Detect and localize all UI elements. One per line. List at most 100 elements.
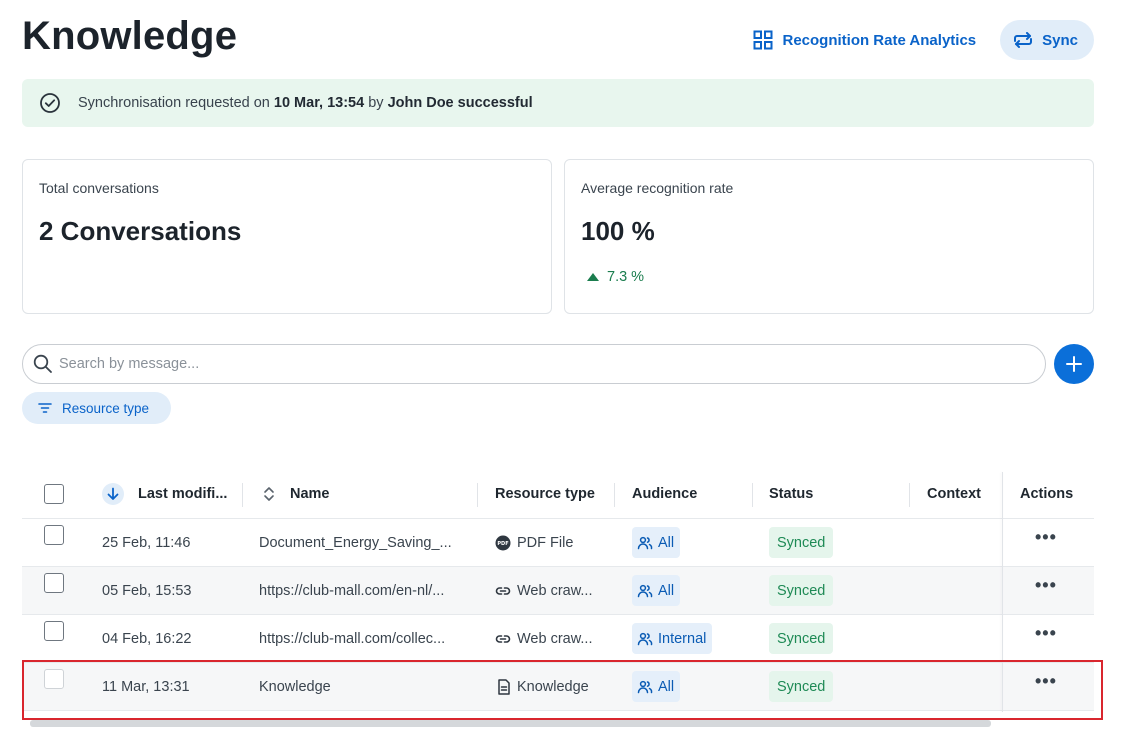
row-checkbox[interactable] — [44, 572, 64, 593]
column-status[interactable]: Status — [769, 486, 814, 502]
status-badge: Synced — [769, 623, 834, 654]
add-resource-button[interactable] — [1054, 344, 1094, 384]
column-divider — [614, 483, 615, 507]
table-row[interactable]: 25 Feb, 11:46 Document_Energy_Saving_...… — [22, 519, 1094, 567]
row-modified: 25 Feb, 11:46 — [102, 534, 191, 551]
stat-value: 2 Conversations — [39, 216, 242, 246]
row-resource-type: Knowledge — [497, 663, 589, 710]
audience-badge: All — [632, 527, 681, 558]
search-box — [22, 344, 1046, 384]
status-badge: Synced — [769, 671, 834, 702]
row-select-cell — [44, 559, 64, 606]
audience-badge: All — [632, 575, 681, 606]
column-audience[interactable]: Audience — [632, 486, 698, 502]
people-icon — [637, 584, 653, 597]
row-select-cell — [44, 607, 64, 654]
row-checkbox[interactable] — [44, 620, 64, 641]
row-status: Synced — [769, 567, 834, 614]
row-checkbox[interactable] — [44, 668, 64, 689]
row-modified: 11 Mar, 13:31 — [102, 678, 190, 695]
plus-icon — [1066, 356, 1082, 372]
table-row[interactable]: 04 Feb, 16:22 https://club-mall.com/coll… — [22, 615, 1094, 663]
people-icon — [637, 536, 653, 549]
banner-prefix: Synchronisation requested on — [78, 95, 274, 111]
row-name[interactable]: Document_Energy_Saving_... — [259, 534, 452, 551]
horizontal-scrollbar[interactable] — [30, 720, 991, 727]
table-header-row: Last modifi... Name Resource type Audien… — [22, 470, 1094, 519]
status-badge: Synced — [769, 527, 834, 558]
column-divider — [477, 483, 478, 507]
row-name[interactable]: Knowledge — [259, 678, 331, 695]
row-audience: All — [632, 663, 681, 710]
trend-indicator: 7.3 % — [587, 269, 1077, 285]
trend-value: 7.3 % — [607, 269, 645, 285]
row-modified: 05 Feb, 15:53 — [102, 582, 192, 599]
more-options-button[interactable]: ••• — [1035, 574, 1057, 595]
resource-type-label: Web craw... — [517, 582, 593, 599]
sync-icon — [1014, 32, 1033, 48]
banner-date: 10 Mar, 13:54 — [273, 95, 365, 111]
total-conversations-card: Total conversations 2 Conversations — [22, 159, 552, 314]
resource-type-filter[interactable]: Resource type — [22, 392, 172, 424]
audience-label: All — [658, 534, 675, 551]
sync-button[interactable]: Sync — [1000, 20, 1094, 60]
status-badge: Synced — [769, 575, 834, 606]
column-divider — [242, 483, 243, 507]
row-actions: ••• — [1035, 657, 1057, 704]
select-all-checkbox[interactable] — [44, 484, 64, 504]
column-last-modified[interactable]: Last modifi... — [102, 470, 242, 518]
column-resource-type[interactable]: Resource type — [495, 486, 595, 502]
column-context[interactable]: Context — [927, 486, 981, 502]
row-resource-type: PDF PDF File — [495, 519, 573, 566]
row-audience: Internal — [632, 615, 713, 662]
stat-value: 100 % — [581, 216, 655, 246]
document-icon — [498, 678, 510, 695]
column-divider — [752, 483, 753, 507]
audience-label: All — [658, 678, 675, 695]
more-options-button[interactable]: ••• — [1035, 526, 1057, 547]
filter-label: Resource type — [62, 400, 150, 416]
column-label: Last modifi... — [138, 486, 228, 502]
more-options-button[interactable]: ••• — [1035, 622, 1057, 643]
people-icon — [637, 632, 653, 645]
banner-message: Synchronisation requested on 10 Mar, 13:… — [78, 95, 533, 111]
table-row[interactable]: 05 Feb, 15:53 https://club-mall.com/en-n… — [22, 567, 1094, 615]
select-all-cell — [44, 470, 64, 518]
row-select-cell — [44, 511, 64, 558]
analytics-label: Recognition Rate Analytics — [782, 31, 977, 49]
page-title: Knowledge — [22, 14, 238, 58]
banner-user-status: John Doe successful — [387, 95, 533, 111]
sync-success-banner: Synchronisation requested on 10 Mar, 13:… — [22, 79, 1094, 127]
actions-column-divider — [1002, 472, 1003, 712]
search-input[interactable] — [59, 356, 999, 372]
row-status: Synced — [769, 615, 834, 662]
row-actions: ••• — [1035, 561, 1057, 608]
row-actions: ••• — [1035, 513, 1057, 560]
row-name[interactable]: https://club-mall.com/en-nl/... — [259, 582, 445, 599]
row-checkbox[interactable] — [44, 524, 64, 545]
more-options-button[interactable]: ••• — [1035, 670, 1057, 691]
column-actions: Actions — [1020, 486, 1074, 502]
people-icon — [637, 680, 653, 693]
triangle-up-icon — [587, 273, 599, 281]
row-audience: All — [632, 519, 681, 566]
recognition-rate-analytics-link[interactable]: Recognition Rate Analytics — [753, 30, 976, 50]
resource-type-label: Web craw... — [517, 630, 593, 647]
pdf-icon: PDF — [495, 535, 511, 550]
recognition-rate-card: Average recognition rate 100 % 7.3 % — [564, 159, 1094, 314]
resource-type-label: PDF File — [517, 534, 574, 551]
check-circle-icon — [40, 93, 60, 113]
row-name[interactable]: https://club-mall.com/collec... — [259, 630, 446, 647]
table-row[interactable]: 11 Mar, 13:31 Knowledge Knowledge All Sy… — [22, 663, 1094, 711]
resource-type-label: Knowledge — [517, 678, 589, 695]
column-divider — [909, 483, 910, 507]
column-name[interactable]: Name — [262, 470, 330, 518]
sort-icon — [264, 487, 274, 501]
row-select-cell — [44, 655, 64, 702]
sort-desc-icon — [102, 483, 124, 505]
row-audience: All — [632, 567, 681, 614]
link-icon — [495, 586, 511, 595]
column-label: Name — [290, 486, 330, 502]
row-status: Synced — [769, 519, 834, 566]
audience-label: All — [658, 582, 675, 599]
